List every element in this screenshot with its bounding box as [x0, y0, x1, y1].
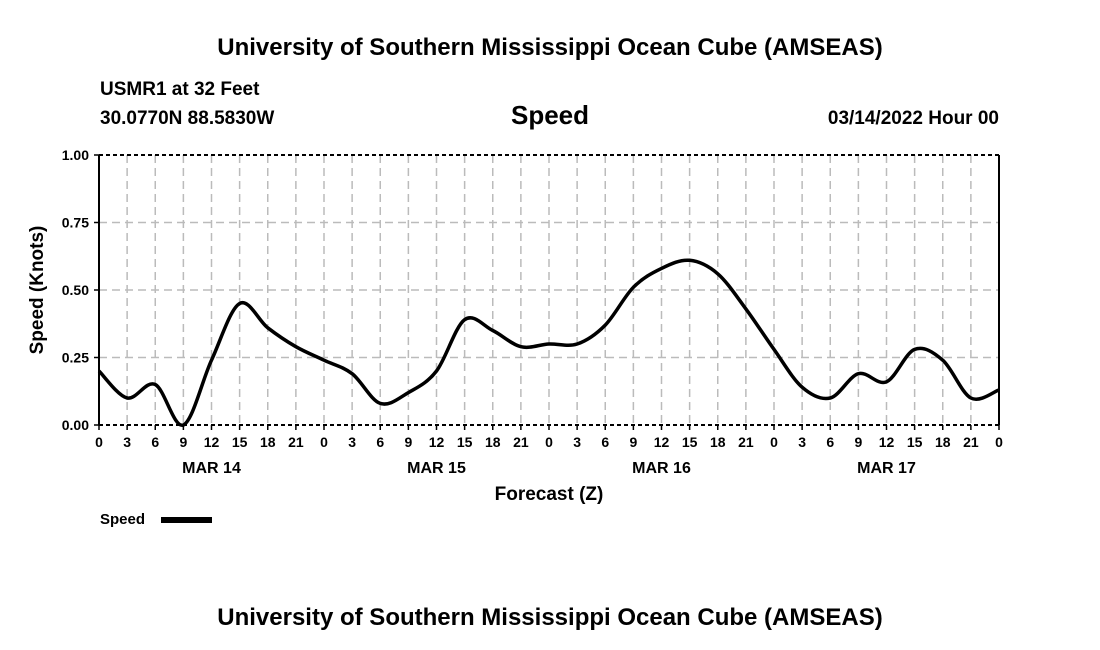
x-tick-label: 9 — [404, 434, 412, 450]
x-tick-label: 3 — [798, 434, 806, 450]
x-tick-label: 21 — [513, 434, 529, 450]
datetime-label: 03/14/2022 Hour 00 — [828, 108, 999, 129]
x-tick-label: 9 — [629, 434, 637, 450]
grid — [99, 155, 999, 425]
x-tick-label: 18 — [260, 434, 276, 450]
legend-swatch — [161, 517, 212, 523]
x-tick-label: 6 — [151, 434, 159, 450]
x-tick-label: 3 — [348, 434, 356, 450]
day-label: MAR 15 — [407, 460, 466, 477]
x-tick-label: 18 — [935, 434, 951, 450]
x-tick-label: 9 — [179, 434, 187, 450]
x-tick-label: 12 — [429, 434, 445, 450]
legend-label: Speed — [100, 511, 145, 528]
x-tick-label: 6 — [601, 434, 609, 450]
x-tick-label: 0 — [320, 434, 328, 450]
x-tick-label: 15 — [232, 434, 248, 450]
day-label: MAR 14 — [182, 460, 241, 477]
y-tick-label: 0.50 — [62, 282, 89, 298]
x-tick-label: 15 — [907, 434, 923, 450]
x-tick-label: 0 — [95, 434, 103, 450]
day-label: MAR 17 — [857, 460, 916, 477]
x-tick-label: 3 — [123, 434, 131, 450]
chart-title: University of Southern Mississippi Ocean… — [217, 34, 882, 61]
y-axis-label: Speed (Knots) — [27, 226, 48, 355]
y-tick-label: 1.00 — [62, 147, 89, 163]
station-label: USMR1 at 32 Feet — [100, 79, 260, 100]
variable-title: Speed — [511, 100, 589, 130]
x-axis-label: Forecast (Z) — [495, 484, 604, 505]
x-tick-label: 21 — [288, 434, 304, 450]
day-label: MAR 16 — [632, 460, 691, 477]
x-tick-label: 12 — [204, 434, 220, 450]
x-tick-label: 18 — [710, 434, 726, 450]
x-tick-label: 0 — [995, 434, 1003, 450]
x-tick-label: 0 — [770, 434, 778, 450]
x-tick-label: 18 — [485, 434, 501, 450]
x-tick-label: 15 — [682, 434, 698, 450]
x-tick-label: 0 — [545, 434, 553, 450]
x-tick-label: 15 — [457, 434, 473, 450]
x-tick-label: 9 — [854, 434, 862, 450]
coordinates-label: 30.0770N 88.5830W — [100, 108, 274, 129]
speed-series-line — [97, 258, 1000, 427]
x-tick-label: 3 — [573, 434, 581, 450]
y-tick-label: 0.75 — [62, 215, 89, 231]
y-tick-label: 0.00 — [62, 417, 89, 433]
x-tick-label: 12 — [879, 434, 895, 450]
y-tick-label: 0.25 — [62, 350, 89, 366]
x-tick-label: 12 — [654, 434, 670, 450]
x-tick-label: 21 — [738, 434, 754, 450]
x-tick-label: 21 — [963, 434, 979, 450]
axes: 0 3 6 9 12 15 18 21 0 3 6 9 12 15 18 21 0 3 6 9 12 15 18 21 0 3 6 9… — [62, 147, 1003, 477]
x-tick-label: 6 — [376, 434, 384, 450]
footer-title: University of Southern Mississippi Ocean… — [217, 604, 882, 631]
x-tick-label: 6 — [826, 434, 834, 450]
